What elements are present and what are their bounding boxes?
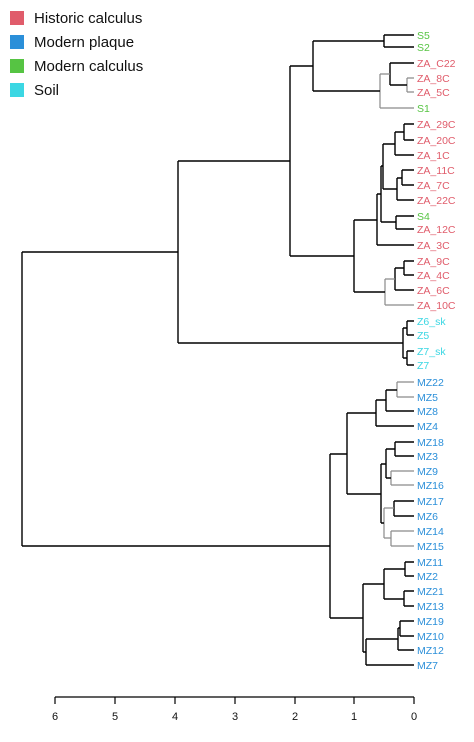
leaf-label: Z7 — [417, 360, 429, 372]
legend-swatch-plaque — [10, 35, 24, 49]
leaf-label: ZA_C22 — [417, 58, 456, 70]
branch — [395, 215, 414, 230]
branch — [390, 530, 414, 547]
leaf-label: S2 — [417, 42, 430, 54]
leaf-label: ZA_12C — [417, 224, 456, 236]
branch — [329, 453, 363, 619]
leaf-label: MZ11 — [417, 557, 443, 569]
leaf-label: MZ6 — [417, 511, 438, 523]
branch — [394, 441, 414, 457]
branch — [312, 40, 384, 92]
branch — [406, 350, 414, 366]
branch — [375, 399, 414, 427]
legend: Historic calculus Modern plaque Modern c… — [10, 6, 143, 102]
legend-item-modern-plaque: Modern plaque — [10, 30, 143, 54]
leaf-label: ZA_4C — [417, 270, 450, 282]
leaf-label: MZ21 — [417, 586, 444, 598]
branch — [393, 500, 414, 517]
leaf-label: ZA_3C — [417, 240, 450, 252]
dendrogram-branches — [21, 34, 414, 666]
leaf-label: ZA_6C — [417, 285, 450, 297]
tick-label: 0 — [411, 711, 417, 723]
leaf-label: ZA_8C — [417, 73, 450, 85]
legend-label: Modern calculus — [34, 57, 144, 75]
branch — [178, 66, 291, 256]
legend-swatch-modern-calculus — [10, 59, 24, 73]
leaf-label: MZ12 — [417, 645, 444, 657]
tick-label: 5 — [112, 711, 118, 723]
leaf-label: ZA_1C — [417, 150, 450, 162]
leaf-label: MZ5 — [417, 392, 438, 404]
leaf-label: MZ15 — [417, 541, 444, 553]
x-axis: 6 5 4 3 2 1 0 — [52, 696, 417, 723]
leaf-label: Z6_sk — [417, 316, 446, 328]
leaf-label: S5 — [417, 30, 430, 42]
branch — [383, 568, 405, 600]
branch — [384, 278, 414, 306]
leaf-label: MZ10 — [417, 631, 444, 643]
leaf-label: Z7_sk — [417, 346, 446, 358]
branch — [379, 73, 414, 109]
tick-label: 3 — [232, 711, 238, 723]
branch — [389, 62, 414, 86]
branch — [403, 590, 414, 607]
leaf-label: MZ22 — [417, 377, 444, 389]
leaf-label: MZ3 — [417, 451, 438, 463]
branch — [390, 470, 414, 486]
leaf-label: MZ7 — [417, 660, 438, 672]
branch — [403, 260, 414, 276]
leaf-label: MZ4 — [417, 421, 438, 433]
branch — [365, 638, 414, 666]
legend-label: Modern plaque — [34, 33, 135, 51]
leaf-label: ZA_11C — [417, 165, 455, 177]
legend-item-modern-calculus: Modern calculus — [10, 54, 143, 78]
tick-label: 1 — [351, 711, 357, 723]
leaf-label: S4 — [417, 211, 430, 223]
leaf-label: ZA_29C — [417, 119, 456, 131]
branch — [353, 219, 385, 293]
legend-item-soil: Soil — [10, 78, 143, 102]
branch — [383, 507, 394, 539]
branch — [385, 389, 414, 412]
leaf-label: MZ2 — [417, 571, 438, 583]
branch — [396, 177, 414, 201]
branch — [406, 77, 414, 93]
branch — [383, 34, 414, 48]
leaf-label: MZ16 — [417, 480, 444, 492]
legend-label: Soil — [34, 81, 60, 99]
leaf-label: ZA_20C — [417, 135, 456, 147]
branch — [399, 620, 414, 637]
branch — [404, 561, 414, 577]
leaf-label: MZ17 — [417, 496, 444, 508]
branch — [403, 123, 414, 141]
leaf-label: MZ13 — [417, 601, 444, 613]
branch — [22, 161, 403, 344]
legend-swatch-soil — [10, 83, 24, 97]
leaf-label: ZA_5C — [417, 87, 450, 99]
legend-swatch-historic — [10, 11, 24, 25]
branch — [406, 320, 414, 336]
leaf-label: MZ18 — [417, 437, 444, 449]
leaf-label: ZA_10C — [417, 300, 456, 312]
leaf-label: Z5 — [417, 330, 429, 342]
branch — [401, 169, 414, 186]
branch — [396, 381, 414, 398]
leaf-label: MZ14 — [417, 526, 444, 538]
tick-label: 6 — [52, 711, 58, 723]
leaf-label: MZ19 — [417, 616, 444, 628]
legend-label: Historic calculus — [34, 9, 143, 27]
tick-label: 4 — [172, 711, 178, 723]
leaf-label: ZA_7C — [417, 180, 450, 192]
tick-label: 2 — [292, 711, 298, 723]
leaf-label: S1 — [417, 103, 430, 115]
leaf-label: MZ8 — [417, 406, 438, 418]
leaf-label: ZA_22C — [417, 195, 456, 207]
legend-item-historic-calculus: Historic calculus — [10, 6, 143, 30]
leaf-label: ZA_9C — [417, 256, 450, 268]
leaf-label: MZ9 — [417, 466, 438, 478]
branch — [21, 252, 330, 547]
